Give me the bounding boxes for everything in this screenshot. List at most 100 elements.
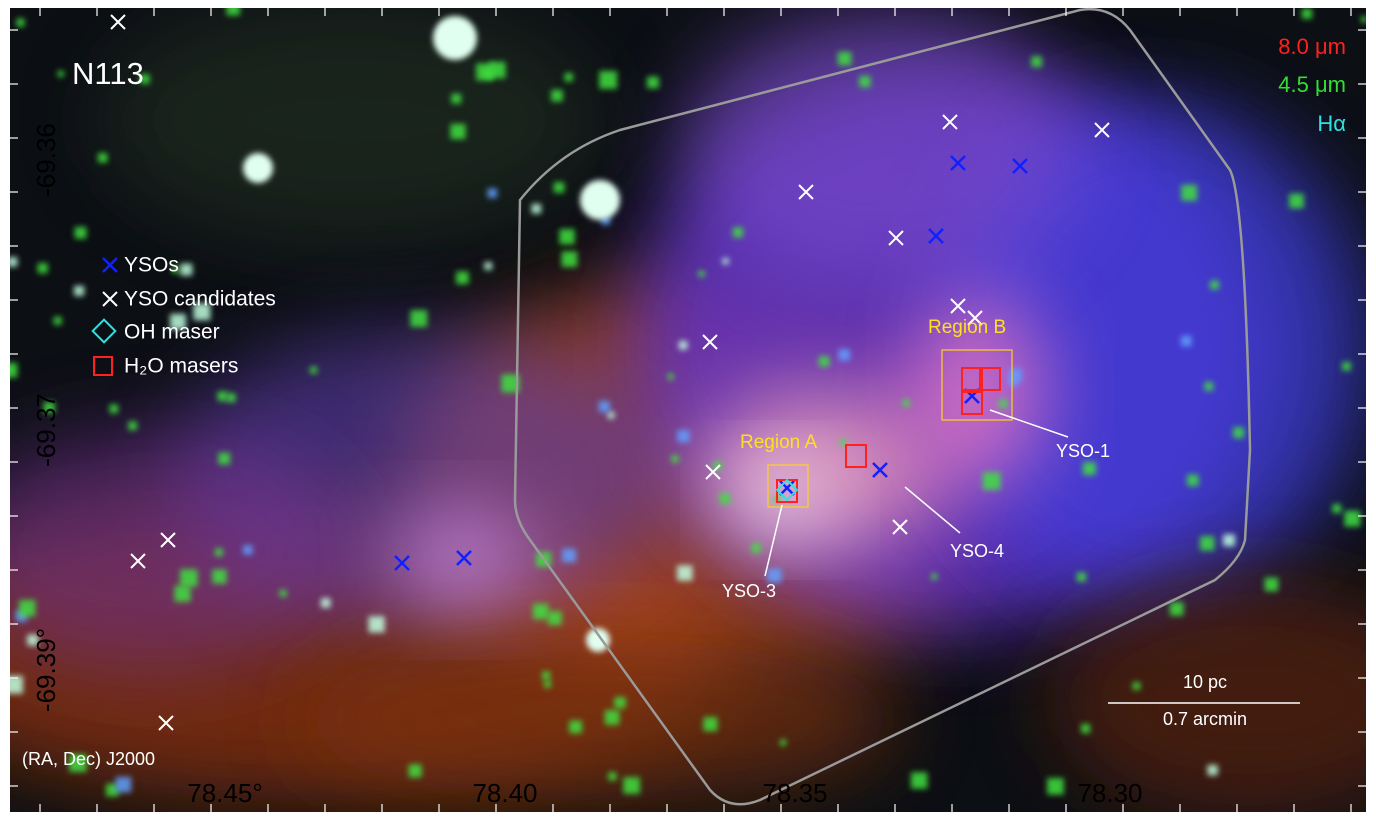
h2o-marker: [93, 356, 113, 376]
yso-marker: [705, 464, 721, 480]
star: [561, 251, 578, 268]
star: [614, 696, 626, 709]
star: [217, 391, 228, 402]
star: [902, 399, 910, 407]
star: [599, 70, 618, 89]
stars: [10, 8, 1366, 797]
star: [43, 401, 55, 414]
star: [27, 634, 39, 646]
star: [10, 675, 23, 694]
star: [1204, 382, 1214, 391]
yso-marker: [888, 230, 904, 246]
star: [74, 285, 85, 296]
h2o-maser: [979, 367, 1001, 391]
star: [998, 399, 1008, 409]
star: [1082, 462, 1096, 476]
star: [623, 777, 640, 794]
star: [531, 203, 542, 214]
star: [180, 569, 198, 587]
star: [1264, 577, 1279, 592]
yso-marker: [872, 462, 888, 478]
star: [456, 271, 469, 285]
star: [837, 51, 852, 66]
region-box: [941, 349, 1013, 421]
star: [551, 89, 563, 102]
star: [598, 400, 610, 413]
star: [1008, 377, 1018, 387]
y-tick-label: -69.39°: [31, 628, 61, 712]
x-tick-label: 78.40: [472, 778, 537, 808]
star: [226, 8, 240, 16]
star: [170, 313, 186, 330]
glow: [700, 390, 940, 550]
star: [1332, 504, 1342, 514]
yso-marker: [798, 184, 814, 200]
yso-marker: [967, 310, 983, 326]
markers: [91, 14, 1110, 731]
yso-marker: [394, 555, 410, 571]
yso-marker: [456, 550, 472, 566]
bright-star: [243, 153, 273, 183]
star: [501, 374, 520, 393]
star: [1200, 536, 1215, 551]
star: [180, 263, 193, 276]
star: [484, 69, 493, 78]
pointer: [989, 409, 1069, 438]
yso-marker: [702, 334, 718, 350]
star: [1233, 427, 1245, 439]
star: [1081, 724, 1091, 734]
star: [732, 227, 744, 238]
coord-label: (RA, Dec) J2000: [22, 749, 155, 769]
star: [10, 257, 18, 267]
star: [1187, 474, 1199, 487]
legend-entry: OH maser: [124, 321, 220, 344]
star: [1344, 510, 1361, 527]
yso-marker: [779, 480, 795, 496]
star: [74, 226, 87, 239]
star: [10, 362, 18, 378]
glow: [10, 430, 350, 670]
star: [172, 266, 179, 274]
star: [608, 772, 617, 781]
star: [57, 70, 64, 77]
legend-entry: YSOs: [124, 254, 179, 277]
oh-maser: [775, 478, 799, 502]
star: [408, 764, 422, 778]
star: [562, 548, 576, 563]
scalebar-bottom: 0.7 arcmin: [1163, 709, 1247, 729]
star: [533, 603, 549, 620]
star: [1210, 280, 1220, 290]
yso-marker: [110, 14, 126, 30]
glow: [300, 640, 900, 800]
source-label: YSO-3: [722, 581, 776, 601]
star: [719, 493, 731, 504]
yso-marker: [160, 532, 176, 548]
oh-marker: [91, 318, 117, 344]
star: [451, 93, 462, 104]
star: [911, 772, 928, 789]
region-label: Region B: [928, 317, 1006, 338]
star: [677, 565, 693, 581]
region-box: [767, 464, 809, 508]
yso-marker: [950, 298, 966, 314]
yso-marker: [130, 553, 146, 569]
star: [698, 270, 705, 277]
star: [16, 18, 25, 27]
star: [678, 340, 688, 350]
star: [1360, 16, 1366, 23]
star: [214, 548, 223, 557]
y-tick-label: -69.37: [31, 393, 61, 467]
yso-marker: [158, 715, 174, 731]
star: [484, 262, 493, 270]
pointer: [764, 504, 783, 577]
bright-star: [580, 180, 620, 220]
star: [1181, 184, 1198, 201]
star: [607, 411, 615, 419]
star: [115, 776, 132, 793]
star: [226, 393, 236, 403]
bright-star: [586, 628, 610, 652]
star: [1169, 602, 1184, 616]
star: [779, 739, 787, 746]
